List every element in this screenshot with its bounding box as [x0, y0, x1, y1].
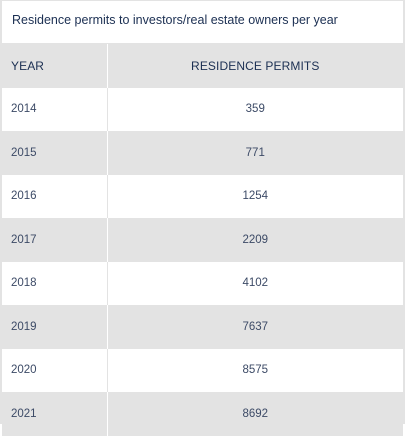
permits-table: YEAR RESIDENCE PERMITS 2014 359 2015 771 201… — [2, 44, 403, 436]
permits-cell: 359 — [107, 87, 403, 131]
permits-cell: 1254 — [107, 174, 403, 218]
year-cell: 2016 — [2, 174, 108, 218]
permits-cell: 4102 — [107, 261, 403, 305]
table-row: 2016 1254 — [2, 174, 403, 218]
permits-cell: 771 — [107, 131, 403, 175]
column-header-year: YEAR — [2, 44, 108, 88]
table-row: 2020 8575 — [2, 348, 403, 392]
table-row: 2017 2209 — [2, 218, 403, 262]
year-cell: 2020 — [2, 348, 108, 392]
table-title: Residence permits to investors/real esta… — [2, 0, 403, 44]
table-row: 2021 8692 — [2, 392, 403, 436]
table-row: 2019 7637 — [2, 305, 403, 349]
year-cell: 2014 — [2, 87, 108, 131]
permits-cell: 8692 — [107, 392, 403, 436]
header-row: YEAR RESIDENCE PERMITS — [2, 44, 403, 88]
permits-cell: 8575 — [107, 348, 403, 392]
permits-cell: 2209 — [107, 218, 403, 262]
year-cell: 2019 — [2, 305, 108, 349]
year-cell: 2021 — [2, 392, 108, 436]
year-cell: 2018 — [2, 261, 108, 305]
table-row: 2018 4102 — [2, 261, 403, 305]
permits-cell: 7637 — [107, 305, 403, 349]
table-row: 2015 771 — [2, 131, 403, 175]
column-header-permits: RESIDENCE PERMITS — [107, 44, 403, 88]
year-cell: 2015 — [2, 131, 108, 175]
year-cell: 2017 — [2, 218, 108, 262]
table-row: 2014 359 — [2, 87, 403, 131]
